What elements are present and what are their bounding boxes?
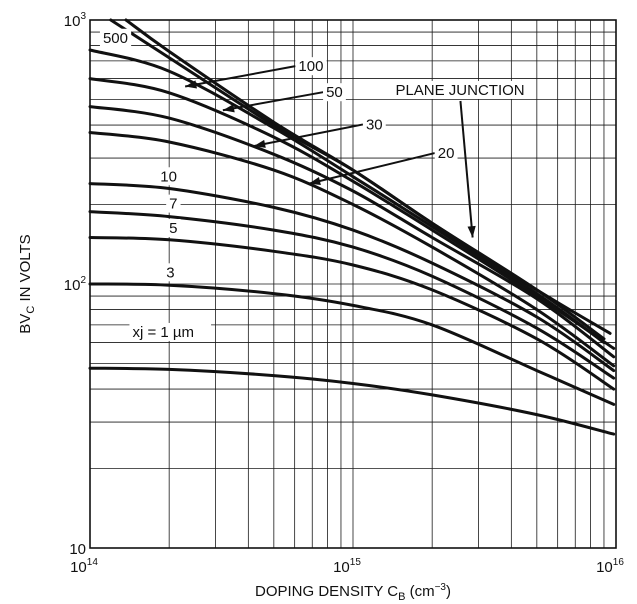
label-backing-10	[157, 167, 181, 186]
x-axis-label-unit-suffix: )	[446, 583, 451, 600]
label-backing-plane-junction	[392, 80, 517, 99]
x-axis-label-main: DOPING DENSITY C	[255, 583, 398, 600]
x-axis-label-sub: B	[398, 591, 405, 603]
pointer-head-20	[308, 176, 321, 185]
x-axis-label-unit-prefix: (cm	[405, 583, 434, 600]
x-tick-labels: 1014 1015 1016	[70, 557, 624, 576]
curve-label-5: 5	[169, 220, 177, 237]
y-axis-label-rest: IN VOLTS	[17, 234, 34, 305]
pointer-line-100	[184, 65, 296, 88]
pointer-head-plane-junction	[467, 225, 476, 238]
curve-50	[88, 77, 616, 350]
curve-label-50: 50	[326, 84, 343, 101]
label-backing-30	[362, 115, 386, 134]
pointer-head-50	[222, 104, 235, 113]
pointer-line-50	[222, 91, 324, 112]
curve-100	[88, 48, 606, 345]
x-axis-label-unit-exp: −3	[435, 582, 447, 593]
pointer-line-plane-junction	[459, 100, 474, 238]
x-axis-label: DOPING DENSITY CB (cm−3)	[255, 582, 451, 603]
label-backing-5	[166, 219, 181, 238]
curve-label-30: 30	[366, 116, 383, 133]
pointer-head-100	[185, 80, 197, 89]
curve-label-xj-1-m: xj = 1 µm	[132, 324, 194, 341]
curve-label-100: 100	[298, 58, 323, 75]
label-backing-20	[434, 144, 458, 163]
y-axis-label-sub: C	[25, 306, 37, 314]
label-backing-7	[166, 194, 181, 213]
x-tick-label: 1016	[596, 557, 624, 576]
label-backing-100	[295, 57, 327, 76]
y-axis-label: BVC IN VOLTS	[17, 234, 37, 333]
pointer-line-20	[308, 152, 435, 185]
y-tick-label: 102	[64, 275, 87, 294]
label-backing-50	[323, 83, 346, 102]
label-backing-xj-1-m	[129, 322, 212, 341]
curve-label-10: 10	[160, 168, 177, 185]
curve-xj-1-m	[88, 366, 616, 436]
annotation-pointers	[184, 65, 476, 238]
curve-label-3: 3	[166, 264, 174, 281]
label-backing-500	[99, 28, 132, 47]
y-tick-labels: 10 102 103	[64, 11, 87, 558]
y-axis-label-main: BV	[17, 314, 34, 334]
curve-label-20: 20	[438, 145, 455, 162]
curve-500	[124, 18, 606, 341]
curve-label-7: 7	[169, 196, 177, 213]
pointer-line-30	[253, 123, 364, 148]
y-tick-label: 10	[69, 541, 86, 558]
curve-label-500: 500	[103, 30, 128, 47]
curve-10	[88, 182, 616, 373]
curve-group	[88, 18, 616, 436]
curve-3	[88, 282, 616, 406]
curve-30	[88, 105, 616, 359]
y-tick-label: 103	[64, 11, 87, 30]
label-backing-3	[163, 263, 178, 282]
curve-7	[88, 210, 616, 380]
curve-label-plane-junction: PLANE JUNCTION	[395, 82, 524, 99]
pointer-head-30	[253, 139, 266, 148]
x-tick-label: 1014	[70, 557, 98, 576]
curve-5	[88, 236, 616, 391]
curve-20	[88, 131, 616, 368]
x-tick-label: 1015	[333, 557, 361, 576]
